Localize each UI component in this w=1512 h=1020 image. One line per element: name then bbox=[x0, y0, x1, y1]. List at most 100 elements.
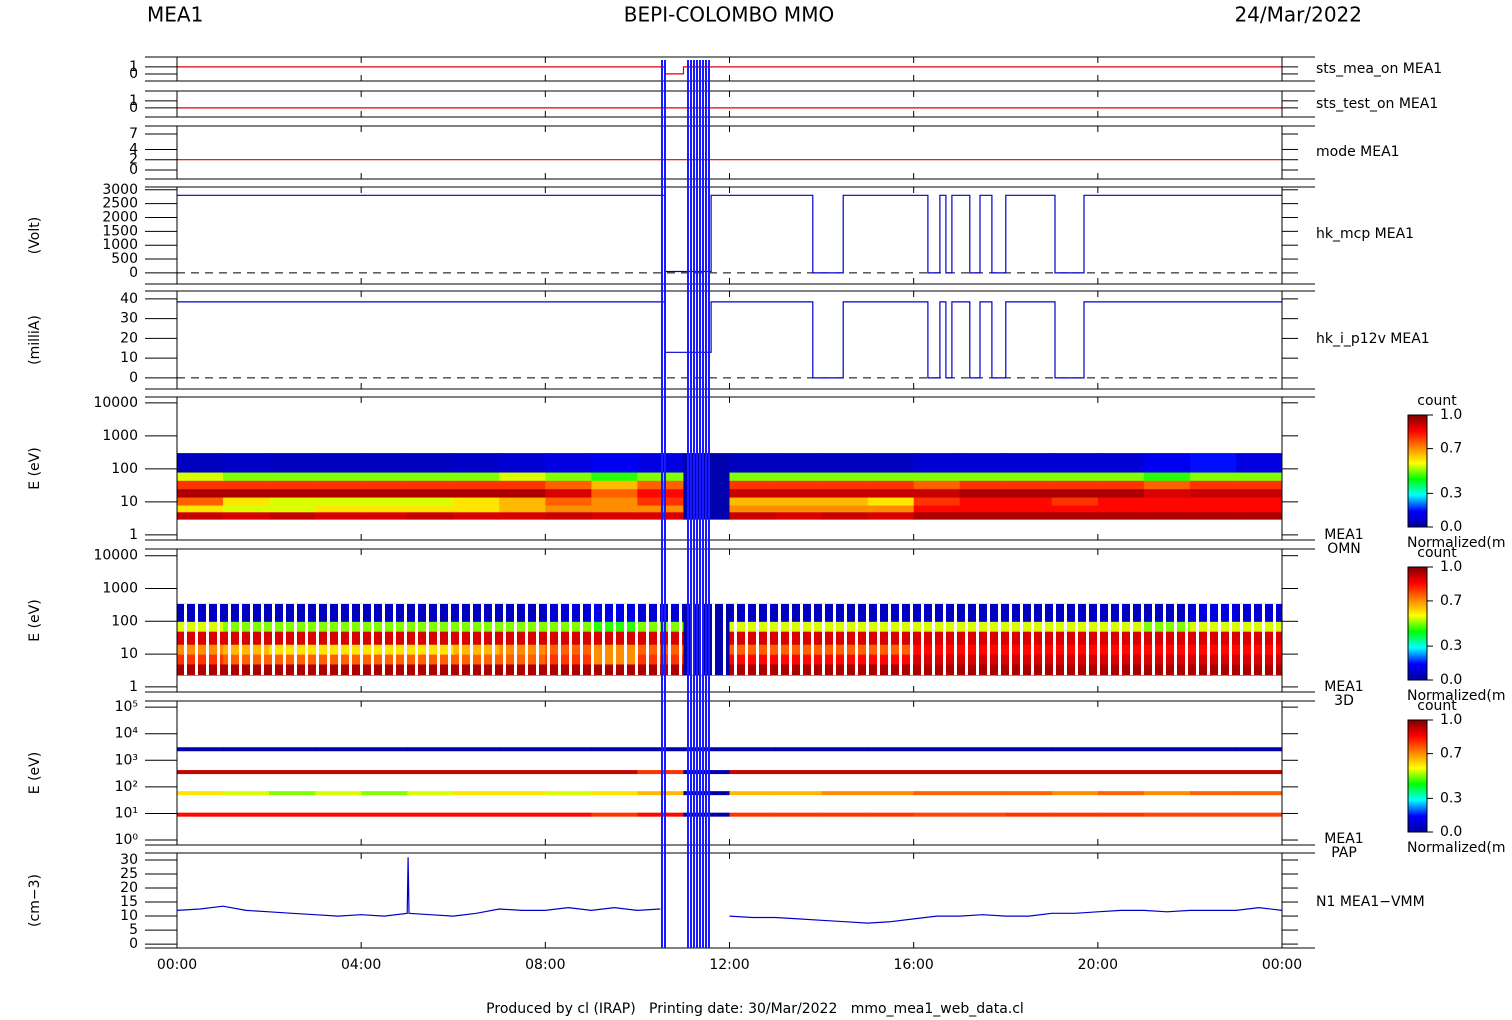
band-cell bbox=[1051, 747, 1099, 752]
spectrogram-cell bbox=[913, 497, 961, 506]
y-tick-label: 10 bbox=[120, 646, 138, 662]
y-axis-label: (Volt) bbox=[27, 217, 43, 254]
spectrogram-cell bbox=[269, 511, 316, 520]
header-date: 24/Mar/2022 bbox=[1234, 3, 1362, 27]
band-cell bbox=[177, 812, 224, 817]
band-cell bbox=[545, 747, 592, 752]
spectrogram-cell bbox=[913, 511, 961, 520]
spectrogram-cell bbox=[1235, 453, 1283, 473]
band-cell bbox=[407, 747, 454, 752]
band-cell bbox=[453, 770, 500, 775]
band-cell bbox=[729, 770, 777, 775]
y-tick-label: 1000 bbox=[102, 237, 138, 253]
spectrogram-cell bbox=[1097, 453, 1145, 473]
spectrogram-cell bbox=[775, 480, 823, 490]
spectrogram-cell bbox=[1051, 472, 1099, 481]
panel-label: mode MEA1 bbox=[1316, 144, 1400, 160]
spectrogram-cell bbox=[453, 453, 500, 473]
y-tick-label: 20 bbox=[120, 880, 138, 896]
band-cell bbox=[821, 791, 869, 796]
spectrogram-cell bbox=[867, 488, 915, 498]
band-cell bbox=[315, 791, 362, 796]
spectrogram-cell bbox=[775, 488, 823, 498]
colorbar-tick-label: 0.0 bbox=[1440, 519, 1462, 535]
band-cell bbox=[1005, 770, 1053, 775]
spectrogram-cell bbox=[361, 472, 408, 481]
band-cell bbox=[913, 747, 961, 752]
spectrogram-cell bbox=[453, 497, 500, 506]
spectrogram-cell bbox=[1143, 511, 1191, 520]
colorbar bbox=[1407, 414, 1428, 528]
y-axis-label: E (eV) bbox=[27, 599, 43, 641]
spectrogram-cell bbox=[177, 488, 224, 498]
y-tick-label: 1 bbox=[129, 59, 138, 75]
spectrogram-cell bbox=[315, 511, 362, 520]
spectrogram-cell bbox=[729, 488, 777, 498]
spectrogram-cell bbox=[361, 480, 408, 490]
data-line bbox=[177, 194, 1282, 274]
panel-label: OMN bbox=[1327, 541, 1361, 557]
spectrogram-cell bbox=[821, 453, 869, 473]
y-axis-label: (milliA) bbox=[27, 315, 43, 365]
band-cell bbox=[1097, 747, 1145, 752]
spectrogram-cell bbox=[545, 497, 592, 506]
y-tick-label: 10¹ bbox=[115, 805, 138, 821]
spectrogram-cell bbox=[959, 511, 1007, 520]
spectrogram-cell bbox=[223, 511, 270, 520]
spectrogram-cell bbox=[223, 472, 270, 481]
spectrogram-cell bbox=[315, 453, 362, 473]
spectrogram-cell bbox=[591, 497, 638, 506]
spectrogram-cell bbox=[729, 453, 777, 473]
y-tick-label: 10000 bbox=[93, 548, 138, 564]
spectrogram-cell bbox=[177, 480, 224, 490]
y-tick-label: 15 bbox=[120, 894, 138, 910]
spectrogram-cell bbox=[1189, 480, 1237, 490]
band-cell bbox=[1235, 791, 1283, 796]
band-cell bbox=[637, 791, 684, 796]
spectrogram-cell bbox=[407, 511, 454, 520]
spectrogram-cell bbox=[775, 472, 823, 481]
spectrogram-cell bbox=[867, 453, 915, 473]
colorbar-tick-label: 0.7 bbox=[1440, 441, 1462, 457]
spectrogram-cell bbox=[1143, 480, 1191, 490]
band-cell bbox=[545, 770, 592, 775]
x-tick-label: 12:00 bbox=[709, 957, 749, 973]
band-cell bbox=[1143, 770, 1191, 775]
y-tick-label: 40 bbox=[120, 291, 138, 307]
spectrogram-cell bbox=[821, 488, 869, 498]
band-cell bbox=[959, 747, 1007, 752]
spectrogram-cell bbox=[1143, 472, 1191, 481]
band-cell bbox=[545, 791, 592, 796]
y-tick-label: 0 bbox=[129, 265, 138, 281]
spectrogram-cell bbox=[867, 497, 915, 506]
spectrogram-cell bbox=[269, 480, 316, 490]
x-tick-label: 08:00 bbox=[525, 957, 565, 973]
band-cell bbox=[775, 747, 823, 752]
band-cell bbox=[913, 812, 961, 817]
band-cell bbox=[1189, 770, 1237, 775]
spectrogram-cell bbox=[821, 497, 869, 506]
y-tick-label: 30 bbox=[120, 311, 138, 327]
colorbar-title: count bbox=[1417, 698, 1457, 714]
spectrogram-cell bbox=[729, 472, 777, 481]
spectrogram-cell bbox=[867, 505, 915, 513]
spectrogram-cell bbox=[315, 497, 362, 506]
band-cell bbox=[223, 770, 270, 775]
panel-label: hk_mcp MEA1 bbox=[1316, 226, 1414, 242]
band-cell bbox=[913, 770, 961, 775]
band-cell bbox=[959, 791, 1007, 796]
spectrogram-cell bbox=[545, 453, 592, 473]
y-tick-label: 2500 bbox=[102, 196, 138, 212]
spectrogram-cell bbox=[545, 472, 592, 481]
band-cell bbox=[269, 770, 316, 775]
band-cell bbox=[223, 791, 270, 796]
y-tick-label: 1 bbox=[129, 93, 138, 109]
band-cell bbox=[821, 770, 869, 775]
band-cell bbox=[315, 812, 362, 817]
spectrogram-cell bbox=[499, 488, 546, 498]
band-cell bbox=[269, 747, 316, 752]
y-tick-label: 10000 bbox=[93, 395, 138, 411]
band-cell bbox=[223, 812, 270, 817]
